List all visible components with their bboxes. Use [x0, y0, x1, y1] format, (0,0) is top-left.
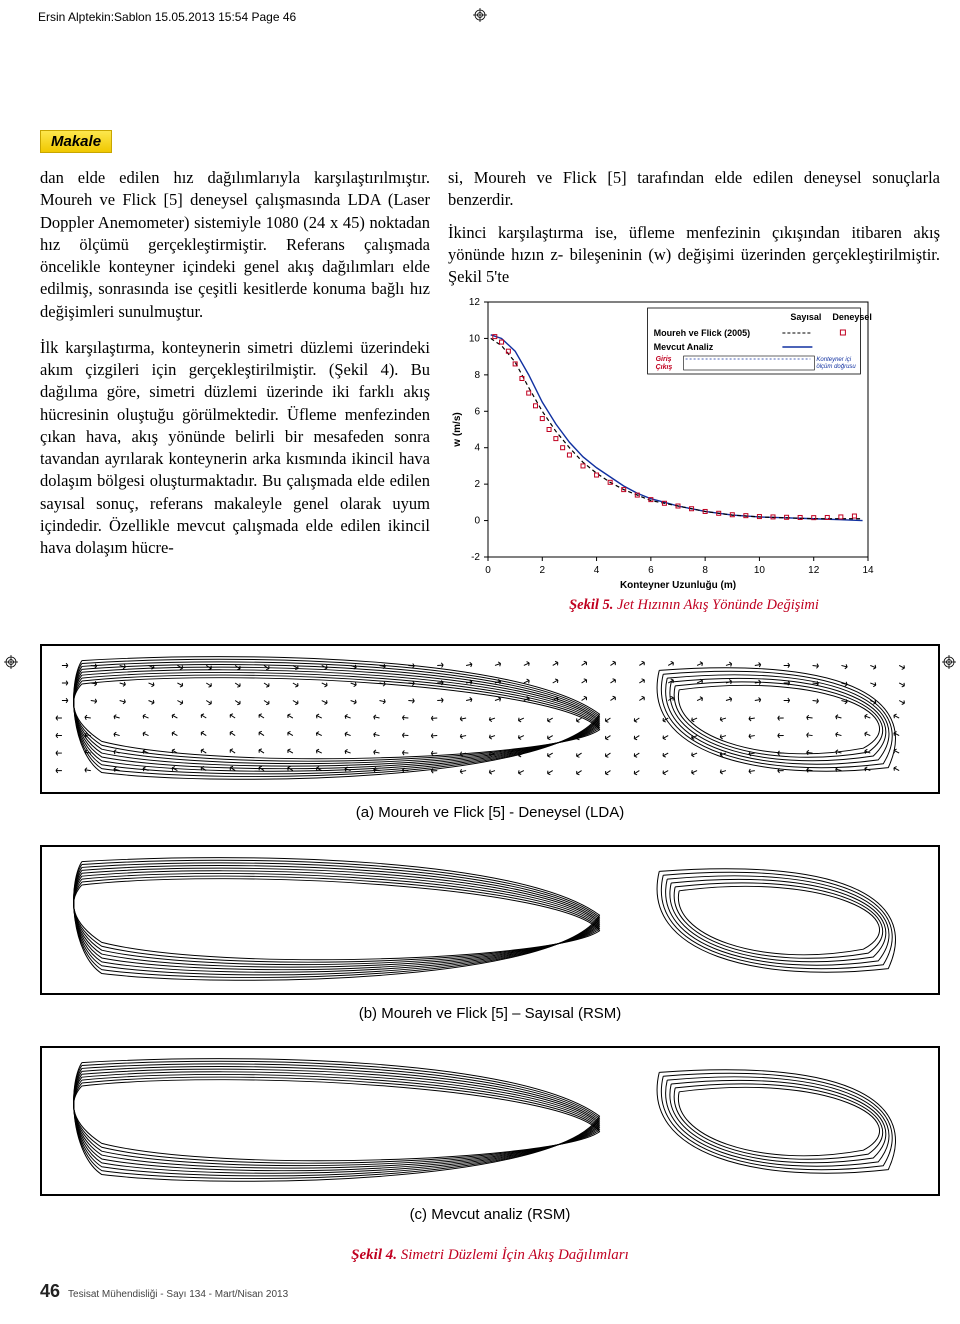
svg-text:Giriş: Giriş: [656, 356, 672, 363]
figure-caption-text: Simetri Düzlemi İçin Akış Dağılımları: [397, 1247, 629, 1263]
svg-text:2: 2: [540, 565, 546, 576]
svg-text:6: 6: [474, 407, 480, 418]
registration-mark-right-icon: [942, 655, 956, 669]
svg-text:2: 2: [474, 479, 480, 490]
body-paragraph: İkinci karşılaştırma ise, üfleme menfezi…: [448, 222, 940, 289]
figure-label: Şekil 5.: [569, 597, 613, 613]
svg-text:w (m/s): w (m/s): [452, 413, 463, 448]
svg-text:Çıkış: Çıkış: [656, 364, 673, 371]
svg-text:10: 10: [469, 334, 481, 345]
section-badge: Makale: [40, 130, 112, 153]
two-column-body: dan elde edilen hız dağılımlarıyla karşı…: [40, 167, 940, 616]
svg-text:Deneysel: Deneysel: [832, 312, 872, 322]
svg-text:14: 14: [862, 565, 874, 576]
panel-c-label: (c) Mevcut analiz (RSM): [40, 1206, 940, 1223]
svg-text:ölçüm doğrusu: ölçüm doğrusu: [816, 364, 856, 370]
svg-text:12: 12: [469, 297, 481, 308]
svg-text:12: 12: [808, 565, 820, 576]
svg-text:Moureh ve Flick (2005): Moureh ve Flick (2005): [654, 328, 751, 338]
svg-text:4: 4: [474, 443, 480, 454]
svg-text:-2: -2: [471, 552, 480, 563]
svg-text:Konteyner içi: Konteyner içi: [816, 357, 851, 363]
svg-text:6: 6: [648, 565, 654, 576]
streamlines-a-icon: [42, 646, 938, 792]
body-paragraph: si, Moureh ve Flick [5] tarafından elde …: [448, 167, 940, 212]
svg-text:0: 0: [474, 516, 480, 527]
svg-text:4: 4: [594, 565, 600, 576]
page-footer: 46 Tesisat Mühendisliği - Sayı 134 - Mar…: [40, 1281, 288, 1302]
body-paragraph: dan elde edilen hız dağılımlarıyla karşı…: [40, 167, 430, 323]
figure-5-chart: 0 2 4 6 8 10 12 14 -2 0 2 4 6 8 10 12 Konteyner Uzunluğu…: [448, 292, 878, 592]
figure-label: Şekil 4.: [351, 1247, 397, 1263]
registration-mark-left-icon: [4, 655, 18, 669]
flow-panel-c: [40, 1046, 940, 1196]
footer-text: Tesisat Mühendisliği - Sayı 134 - Mart/N…: [68, 1289, 288, 1300]
panel-b-label: (b) Moureh ve Flick [5] – Sayısal (RSM): [40, 1005, 940, 1022]
panel-a-label: (a) Moureh ve Flick [5] - Deneysel (LDA): [40, 804, 940, 821]
registration-mark-top-icon: [473, 8, 487, 22]
page-number: 46: [40, 1281, 60, 1302]
flow-panel-a: [40, 644, 940, 794]
svg-text:Mevcut Analiz: Mevcut Analiz: [654, 342, 714, 352]
figure-4-caption: Şekil 4. Simetri Düzlemi İçin Akış Dağıl…: [40, 1247, 940, 1264]
streamlines-b-icon: [42, 847, 938, 993]
prepress-header: Ersin Alptekin:Sablon 15.05.2013 15:54 P…: [38, 10, 296, 24]
flow-panel-b: [40, 845, 940, 995]
body-paragraph: İlk karşılaştırma, konteynerin simetri d…: [40, 337, 430, 560]
figure-caption-text: Jet Hızının Akış Yönünde Değişimi: [613, 597, 819, 613]
svg-text:Konteyner Uzunluğu (m): Konteyner Uzunluğu (m): [620, 580, 736, 591]
figure-5-caption: Şekil 5. Jet Hızının Akış Yönünde Değişi…: [448, 596, 940, 616]
svg-text:Sayısal: Sayısal: [790, 312, 821, 322]
svg-text:10: 10: [754, 565, 766, 576]
svg-text:8: 8: [702, 565, 708, 576]
svg-text:0: 0: [485, 565, 491, 576]
svg-text:8: 8: [474, 370, 480, 381]
figure-4-block: (a) Moureh ve Flick [5] - Deneysel (LDA)…: [40, 644, 940, 1264]
streamlines-c-icon: [42, 1048, 938, 1194]
